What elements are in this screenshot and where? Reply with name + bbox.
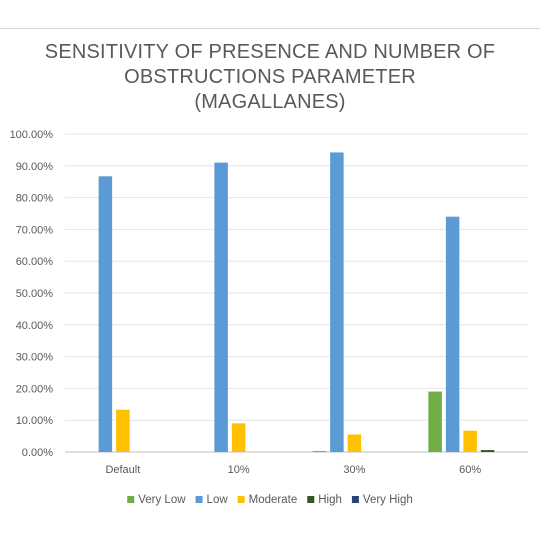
bar-moderate	[347, 434, 362, 452]
chart-title-line-3: (MAGALLANES)	[194, 91, 346, 113]
bar-moderate	[231, 423, 246, 452]
legend-swatch	[195, 496, 203, 503]
y-tick-label: 60.00%	[16, 256, 54, 268]
legend-swatch	[127, 496, 135, 503]
x-axis-tick-labels: Default 10% 30% 60%	[105, 464, 481, 476]
y-tick-label: 70.00%	[16, 224, 54, 236]
legend-item-very-low: Very Low	[127, 494, 186, 506]
legend-label: Moderate	[249, 494, 298, 506]
y-tick-label: 20.00%	[16, 383, 54, 395]
legend-item-very-high: Very High	[351, 494, 413, 506]
bar-low	[445, 216, 460, 452]
legend-swatch	[307, 496, 315, 503]
y-tick-label: 80.00%	[16, 193, 54, 205]
x-tick-label: 30%	[343, 464, 365, 476]
y-tick-label: 90.00%	[16, 161, 54, 173]
bar-very-low	[312, 451, 327, 452]
legend-label: Low	[207, 494, 229, 506]
legend-swatch	[351, 496, 359, 503]
y-tick-label: 10.00%	[16, 415, 54, 427]
bars	[98, 152, 495, 453]
x-tick-label: 60%	[459, 464, 481, 476]
chart-title: SENSITIVITY OF PRESENCE AND NUMBER OF OB…	[0, 40, 540, 115]
chart-title-line-2: OBSTRUCTIONS PARAMETER	[124, 66, 416, 88]
y-tick-label: 40.00%	[16, 320, 54, 332]
bar-moderate	[116, 409, 130, 452]
y-tick-label: 50.00%	[16, 288, 54, 300]
legend-label: Very Low	[138, 494, 186, 506]
bar-low	[98, 176, 113, 453]
y-axis-tick-labels: 0.00% 10.00% 20.00% 30.00% 40.00% 50.00% 60.00…	[10, 129, 54, 459]
top-divider	[0, 28, 540, 29]
bar-low	[214, 162, 228, 452]
y-tick-label: 0.00%	[22, 447, 53, 459]
bar-low	[330, 152, 344, 452]
legend-item-high: High	[307, 494, 342, 506]
legend-item-low: Low	[195, 494, 229, 506]
legend-swatch	[237, 496, 245, 503]
y-tick-label: 30.00%	[16, 352, 54, 364]
x-tick-label: Default	[105, 464, 140, 476]
bar-very-low	[428, 391, 442, 452]
bar-high	[480, 450, 495, 452]
legend-label: High	[318, 494, 342, 506]
y-tick-label: 100.00%	[10, 129, 54, 141]
bar-moderate	[463, 430, 477, 452]
legend-item-moderate: Moderate	[237, 494, 298, 506]
legend-label: Very High	[363, 494, 413, 506]
legend: Very Low Low Moderate High Very High	[127, 494, 413, 506]
chart-title-line-1: SENSITIVITY OF PRESENCE AND NUMBER OF	[44, 41, 496, 63]
x-tick-label: 10%	[228, 464, 250, 476]
